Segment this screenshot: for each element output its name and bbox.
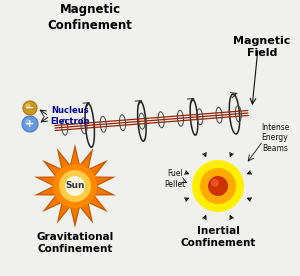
Circle shape [59, 170, 91, 202]
Text: Fuel
Pellet: Fuel Pellet [164, 169, 186, 189]
Circle shape [22, 116, 38, 132]
Circle shape [23, 101, 37, 115]
Text: Sun: Sun [65, 182, 85, 190]
Circle shape [53, 164, 97, 208]
Circle shape [65, 176, 85, 196]
Circle shape [211, 179, 219, 187]
Text: Electron: Electron [50, 117, 89, 126]
Polygon shape [34, 144, 116, 228]
Text: Inertial
Confinement: Inertial Confinement [180, 226, 256, 248]
Text: Magnetic
Field: Magnetic Field [233, 36, 291, 59]
Circle shape [208, 176, 228, 196]
Circle shape [200, 168, 236, 204]
Text: Intense
Energy
Beams: Intense Energy Beams [261, 123, 289, 153]
Text: −: − [25, 103, 35, 113]
Text: Gravitational
Confinement: Gravitational Confinement [36, 232, 114, 254]
Circle shape [192, 160, 244, 212]
Circle shape [26, 104, 31, 108]
Circle shape [25, 119, 31, 125]
Polygon shape [40, 150, 110, 222]
Text: +: + [26, 119, 34, 129]
Text: Nucleus: Nucleus [51, 106, 88, 115]
Text: Magnetic
Confinement: Magnetic Confinement [48, 3, 132, 32]
